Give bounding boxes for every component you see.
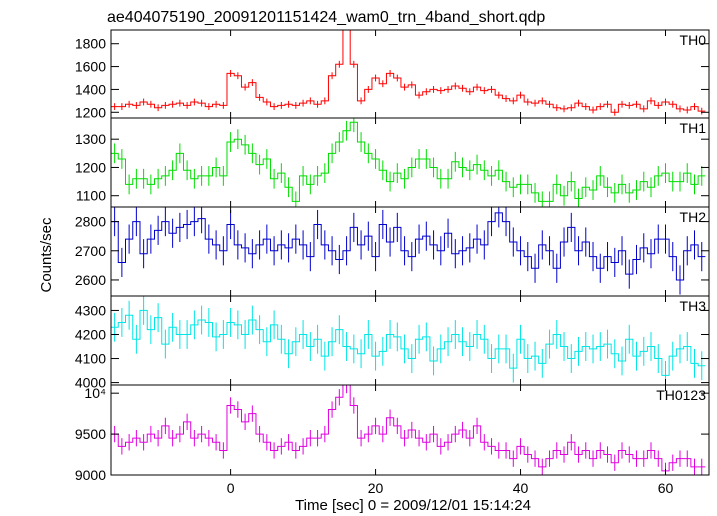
x-axis-label: Time [sec] 0 = 2009/12/01 15:14:24 [295,497,531,514]
panel-frame [110,295,710,386]
series-th1 [111,118,706,207]
x-tick-label: 60 [658,480,674,496]
y-tick-label: 2600 [75,272,106,288]
panel-label: TH1 [680,120,707,136]
x-tick-label: 20 [368,480,384,496]
series-th2 [111,207,706,295]
y-tick-label: 9500 [75,426,106,442]
series-line [111,309,706,376]
series-line [111,121,706,202]
series-th3 [111,296,706,385]
panel-label: TH2 [680,209,707,225]
y-tick-label: 4100 [75,351,106,367]
panel-frame [110,206,710,297]
y-tick-label: 10⁴ [84,385,106,401]
y-tick-label: 1100 [76,188,106,204]
y-tick-label: 1300 [75,131,106,147]
y-tick-label: 2800 [75,214,106,230]
panel-frame [110,384,710,476]
panel-frame [110,29,710,119]
x-tick-label: 40 [513,480,529,496]
series-th0123 [111,385,706,475]
y-tick-label: 2700 [75,243,106,259]
series-th0 [111,30,706,116]
panel-label: TH3 [680,298,707,314]
x-tick-label: 0 [227,480,235,496]
y-tick-label: 1400 [75,81,106,97]
series-line [111,212,706,281]
chart-title: ae404075190_20091201151424_wam0_trn_4ban… [107,9,545,26]
series-line [111,385,706,472]
panel-label: TH0 [680,32,707,48]
y-tick-label: 4300 [75,302,106,318]
y-tick-label: 4200 [75,326,106,342]
panels-group: 1200 1400 1600 1800 TH0 1100 1200 1300 TH1 2600 27… [75,29,710,496]
y-tick-label: 1200 [75,159,106,175]
panel-label: TH0123 [656,387,706,403]
panel-frame [110,117,710,208]
y-tick-label: 1200 [75,104,106,120]
y-tick-label: 1600 [75,59,106,75]
y-tick-label: 4000 [75,375,106,391]
y-tick-label: 1800 [75,36,106,52]
series-line [111,30,706,113]
y-tick-label: 9000 [75,467,106,483]
y-axis-label: Counts/sec [38,217,55,293]
